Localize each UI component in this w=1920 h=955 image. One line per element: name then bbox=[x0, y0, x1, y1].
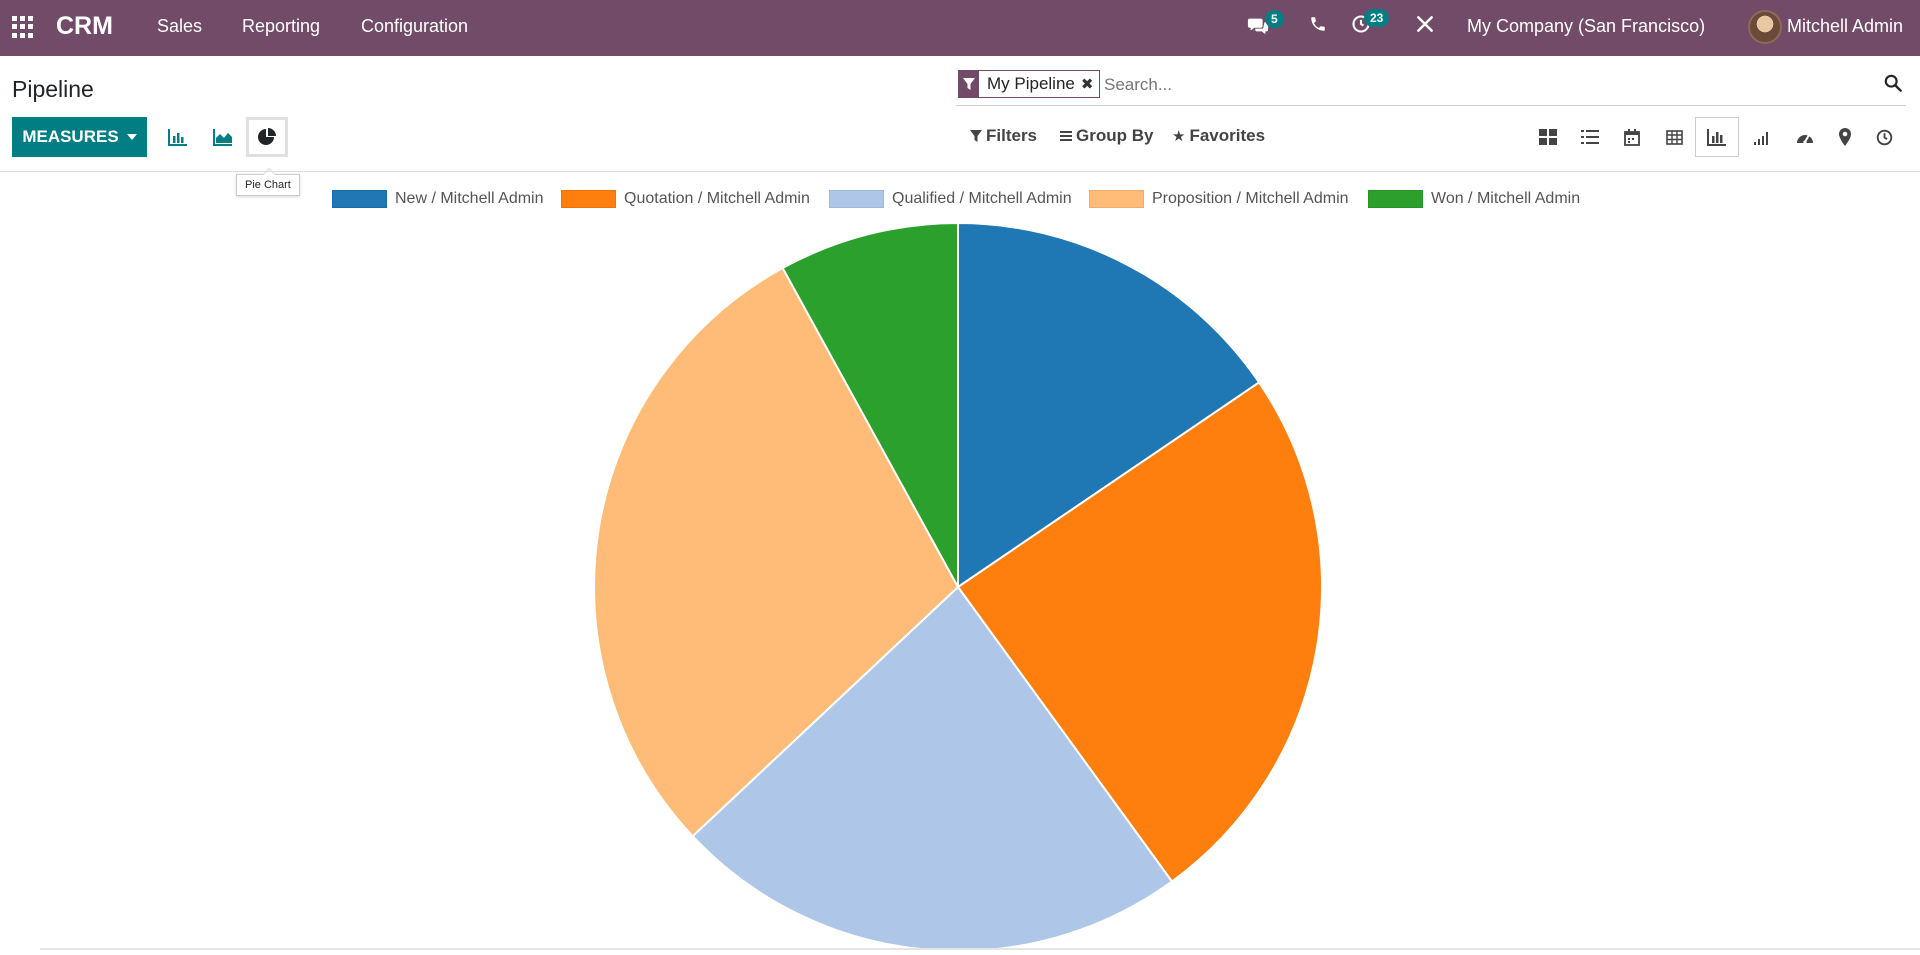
legend-swatch bbox=[1089, 190, 1144, 208]
line-chart-button[interactable] bbox=[202, 117, 244, 157]
legend-swatch bbox=[561, 190, 616, 208]
pie-slice-0[interactable] bbox=[957, 221, 1261, 589]
legend-swatch bbox=[829, 190, 884, 208]
measures-label: MEASURES bbox=[22, 127, 119, 146]
list-icon bbox=[1581, 130, 1599, 144]
legend-item[interactable]: Proposition / Mitchell Admin bbox=[1089, 190, 1349, 208]
legend-item[interactable]: New / Mitchell Admin bbox=[332, 190, 544, 208]
legend-label: Quotation / Mitchell Admin bbox=[624, 190, 810, 207]
pie-chart-button[interactable] bbox=[246, 117, 288, 157]
pie-chart bbox=[593, 221, 1323, 952]
group-by-button[interactable]: Group By bbox=[1060, 126, 1153, 146]
chart-bottom-border bbox=[40, 948, 1920, 950]
pivot-icon bbox=[1665, 129, 1683, 145]
favorites-button[interactable]: ★ Favorites bbox=[1172, 126, 1265, 146]
phone-icon[interactable] bbox=[1305, 14, 1331, 40]
legend-label: Won / Mitchell Admin bbox=[1431, 190, 1581, 207]
view-pivot[interactable] bbox=[1652, 117, 1696, 157]
menu-sales[interactable]: Sales bbox=[157, 16, 203, 36]
view-dashboard[interactable] bbox=[1783, 117, 1827, 157]
search-input[interactable] bbox=[1104, 72, 1804, 98]
activity-icon bbox=[1876, 129, 1892, 145]
close-icon[interactable]: ✖ bbox=[1080, 76, 1094, 93]
search-bar: My Pipeline ✖ bbox=[956, 68, 1906, 106]
search-icon[interactable] bbox=[1884, 74, 1904, 94]
view-kanban[interactable] bbox=[1526, 117, 1570, 157]
view-calendar[interactable] bbox=[1610, 117, 1654, 157]
calendar-icon bbox=[1624, 128, 1640, 146]
facet-label: My Pipeline bbox=[987, 74, 1075, 93]
chart-legend: New / Mitchell Admin Quotation / Mitchel… bbox=[0, 188, 1920, 212]
chat-icon[interactable] bbox=[1245, 14, 1271, 40]
view-activity[interactable] bbox=[1862, 117, 1906, 157]
legend-label: Proposition / Mitchell Admin bbox=[1152, 190, 1349, 207]
pie-chart-tooltip: Pie Chart bbox=[236, 168, 300, 196]
view-graph[interactable] bbox=[1695, 117, 1739, 157]
view-cohort[interactable] bbox=[1740, 117, 1784, 157]
view-list[interactable] bbox=[1568, 117, 1612, 157]
area-chart-icon bbox=[213, 129, 232, 146]
star-icon: ★ bbox=[1172, 128, 1186, 145]
pie-slice-3[interactable] bbox=[593, 266, 960, 838]
legend-label: Qualified / Mitchell Admin bbox=[892, 190, 1072, 207]
apps-grid-icon[interactable] bbox=[12, 16, 34, 38]
caret-down-icon bbox=[126, 134, 137, 140]
user-menu[interactable]: Mitchell Admin bbox=[1787, 16, 1904, 36]
control-panel-divider bbox=[0, 171, 1920, 172]
bar-chart-button[interactable] bbox=[157, 117, 199, 157]
avatar[interactable] bbox=[1748, 10, 1782, 44]
legend-item[interactable]: Quotation / Mitchell Admin bbox=[561, 190, 810, 208]
bar-chart-icon bbox=[168, 129, 187, 146]
graph-icon bbox=[1707, 129, 1726, 146]
legend-swatch bbox=[1368, 190, 1423, 208]
measures-button[interactable]: MEASURES bbox=[12, 117, 147, 157]
filter-icon bbox=[959, 70, 979, 98]
filters-label: Filters bbox=[986, 126, 1038, 145]
map-icon bbox=[1839, 128, 1851, 146]
pie-chart-icon bbox=[258, 128, 276, 145]
tools-icon[interactable] bbox=[1412, 14, 1438, 40]
menu-configuration[interactable]: Configuration bbox=[361, 16, 469, 36]
favorites-label: Favorites bbox=[1189, 126, 1266, 145]
dashboard-icon bbox=[1797, 134, 1813, 144]
legend-item[interactable]: Qualified / Mitchell Admin bbox=[829, 190, 1072, 208]
company-switcher[interactable]: My Company (San Francisco) bbox=[1467, 16, 1706, 36]
pie-slice-4[interactable] bbox=[781, 221, 959, 588]
view-map[interactable] bbox=[1823, 117, 1867, 157]
page-title: Pipeline bbox=[12, 76, 94, 102]
bars-icon bbox=[1060, 131, 1072, 141]
pie-slice-1[interactable] bbox=[956, 381, 1323, 883]
app-brand[interactable]: CRM bbox=[56, 12, 113, 40]
legend-label: New / Mitchell Admin bbox=[395, 190, 544, 207]
messages-badge: 5 bbox=[1265, 10, 1284, 28]
filter-icon bbox=[970, 130, 982, 142]
cohort-icon bbox=[1754, 132, 1768, 145]
legend-item[interactable]: Won / Mitchell Admin bbox=[1368, 190, 1580, 208]
top-navbar: CRM Sales Reporting Configuration 5 23 M… bbox=[0, 0, 1920, 56]
filters-button[interactable]: Filters bbox=[970, 126, 1037, 146]
activities-badge: 23 bbox=[1364, 9, 1390, 27]
group-by-label: Group By bbox=[1076, 126, 1154, 145]
kanban-icon bbox=[1539, 129, 1557, 145]
menu-reporting[interactable]: Reporting bbox=[242, 16, 321, 36]
legend-swatch bbox=[332, 190, 387, 208]
search-facet: My Pipeline ✖ bbox=[958, 70, 1101, 98]
